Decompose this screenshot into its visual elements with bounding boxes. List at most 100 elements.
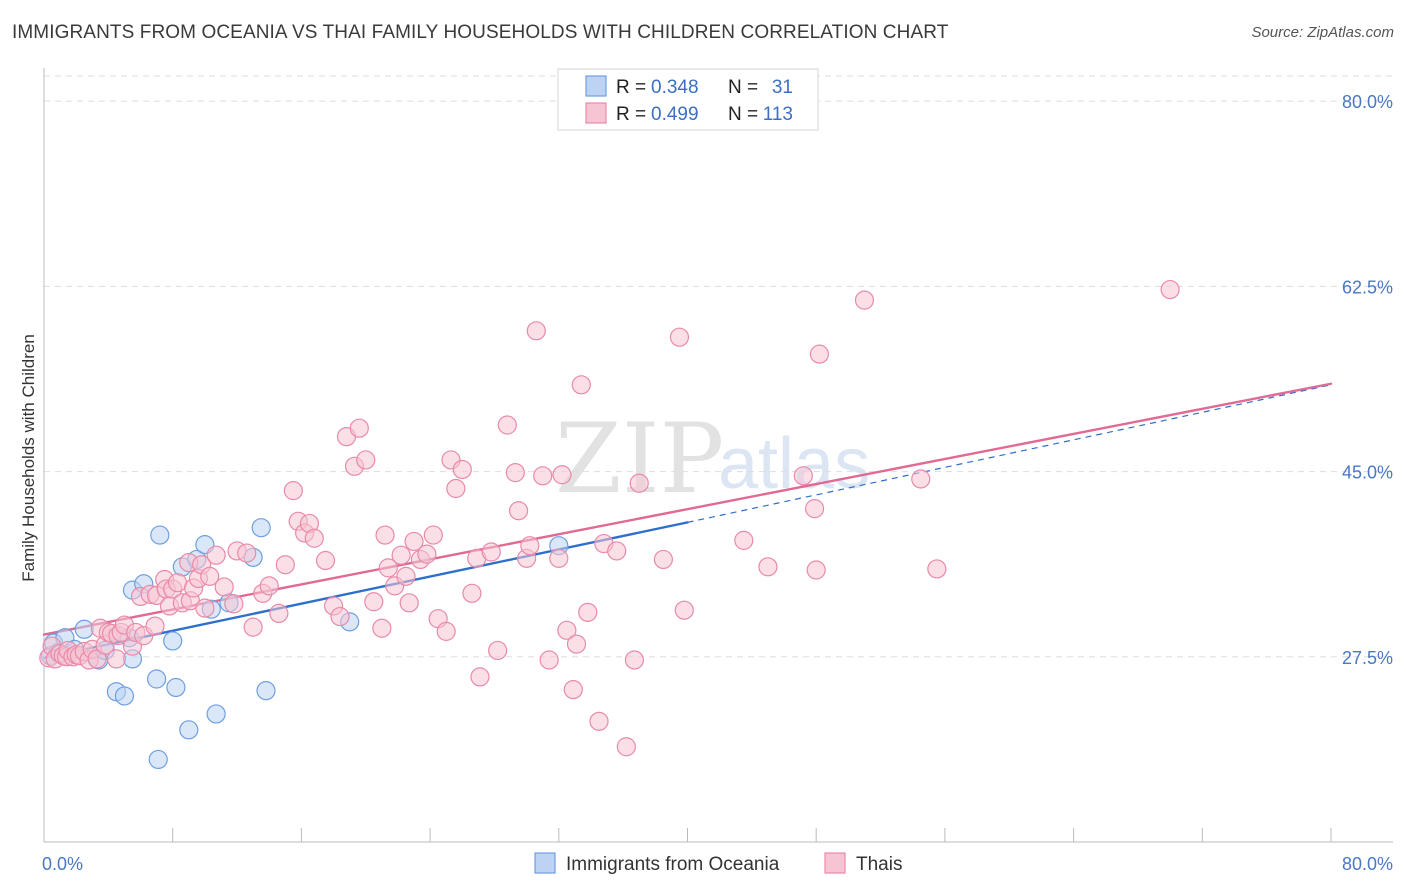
- y-axis-label: Family Households with Children: [19, 334, 38, 582]
- oceania-point: [206, 704, 226, 724]
- thais-point: [674, 600, 694, 620]
- thais-point: [526, 321, 546, 341]
- thais-point: [375, 525, 395, 545]
- chart-title: IMMIGRANTS FROM OCEANIA VS THAI FAMILY H…: [12, 22, 949, 43]
- thais-point: [275, 555, 295, 575]
- bottom-legend-swatch-pink: [824, 852, 846, 874]
- thais-point: [243, 617, 263, 637]
- legend-swatch-pink: [585, 102, 607, 124]
- thais-point: [378, 558, 398, 578]
- thais-point: [616, 737, 636, 757]
- thais-point: [854, 290, 875, 310]
- oceania-point: [74, 619, 94, 639]
- thais-point: [259, 576, 279, 596]
- thais-point: [304, 528, 324, 548]
- thais-point: [452, 459, 472, 480]
- thais-point: [462, 583, 482, 603]
- thais-point: [436, 621, 456, 641]
- thais-point: [481, 542, 501, 562]
- thais-point: [364, 592, 384, 612]
- thais-point: [497, 415, 517, 435]
- y-tick-label: 45.0%: [1342, 463, 1393, 483]
- thais-point: [1160, 279, 1180, 300]
- thais-point: [505, 463, 525, 483]
- axes: [43, 68, 1393, 843]
- thais-point: [927, 559, 947, 579]
- thais-point: [330, 606, 350, 627]
- thais-point: [269, 603, 289, 624]
- thais-point: [396, 566, 416, 586]
- thais-point: [566, 634, 587, 654]
- legend-n-label-2: N =: [728, 104, 758, 125]
- thais-point: [653, 549, 673, 570]
- thais-point: [607, 541, 627, 561]
- thais-point: [539, 650, 559, 670]
- tick-labels: 27.5% 45.0% 62.5% 80.0% 0.0% 80.0%: [42, 92, 1393, 874]
- bottom-legend-label-oceania: Immigrants from Oceania: [566, 854, 780, 875]
- legend-n-value-1: 31: [772, 77, 793, 98]
- x-tick-label-min: 0.0%: [42, 854, 83, 874]
- legend-r-value-1: 0.348: [651, 77, 699, 98]
- thais-point: [806, 560, 826, 580]
- watermark-zip: ZIP: [555, 403, 724, 515]
- thais-point: [145, 616, 165, 636]
- oceania-point: [114, 686, 135, 706]
- thais-point: [404, 531, 424, 552]
- thais-point: [488, 640, 508, 661]
- thais-point: [417, 544, 437, 564]
- oceania-point: [147, 669, 167, 689]
- thais-point: [758, 557, 778, 577]
- x-tick-label-max: 80.0%: [1342, 854, 1393, 874]
- watermark-atlas: atlas: [718, 424, 870, 504]
- thais-point: [669, 327, 690, 347]
- thais-point: [106, 649, 126, 669]
- legend-n-label-1: N =: [728, 77, 758, 98]
- thais-point: [624, 650, 645, 670]
- source-label: Source: ZipAtlas.com: [1251, 24, 1394, 41]
- bottom-legend: Immigrants from Oceania Thais: [534, 852, 902, 875]
- legend-r-label-1: R =: [616, 77, 646, 98]
- thais-point: [214, 577, 234, 597]
- data-points: [39, 279, 1180, 770]
- bottom-legend-swatch-blue: [534, 852, 556, 874]
- thais-point: [571, 375, 591, 395]
- thais-point: [315, 550, 336, 571]
- y-tick-label: 80.0%: [1342, 92, 1393, 112]
- thais-point: [508, 501, 529, 521]
- thais-point: [734, 530, 754, 550]
- thais-point: [793, 466, 813, 486]
- oceania-point: [163, 631, 183, 651]
- thais-point: [237, 543, 257, 563]
- thais-point: [563, 679, 583, 700]
- thais-point: [804, 499, 825, 519]
- legend-swatch-blue: [585, 75, 607, 97]
- thais-point: [200, 566, 220, 586]
- legend: R = 0.348 N = 31 R = 0.499 N = 113: [557, 68, 819, 131]
- y-tick-label: 62.5%: [1342, 277, 1393, 297]
- thais-point: [911, 469, 931, 489]
- thais-point: [167, 573, 188, 593]
- oceania-point: [179, 720, 199, 740]
- oceania-point: [148, 749, 168, 770]
- thais-point: [399, 593, 419, 613]
- thais-point: [283, 481, 303, 501]
- thais-point: [589, 711, 609, 731]
- y-tick-label: 27.5%: [1342, 648, 1393, 668]
- thais-point: [391, 545, 411, 565]
- legend-r-label-2: R =: [616, 104, 646, 125]
- thais-point: [195, 598, 215, 618]
- thais-point: [557, 620, 577, 640]
- thais-point: [520, 536, 540, 556]
- thais-point: [224, 594, 244, 614]
- thais-point: [349, 418, 369, 438]
- thais-point: [206, 545, 226, 565]
- legend-n-value-2: 113: [763, 104, 793, 125]
- thais-point: [446, 478, 466, 499]
- oceania-point: [251, 518, 271, 538]
- thais-point: [549, 548, 569, 568]
- oceania-point: [166, 677, 186, 698]
- oceania-point: [150, 525, 170, 545]
- thais-point: [533, 466, 553, 486]
- thais-point: [470, 667, 490, 687]
